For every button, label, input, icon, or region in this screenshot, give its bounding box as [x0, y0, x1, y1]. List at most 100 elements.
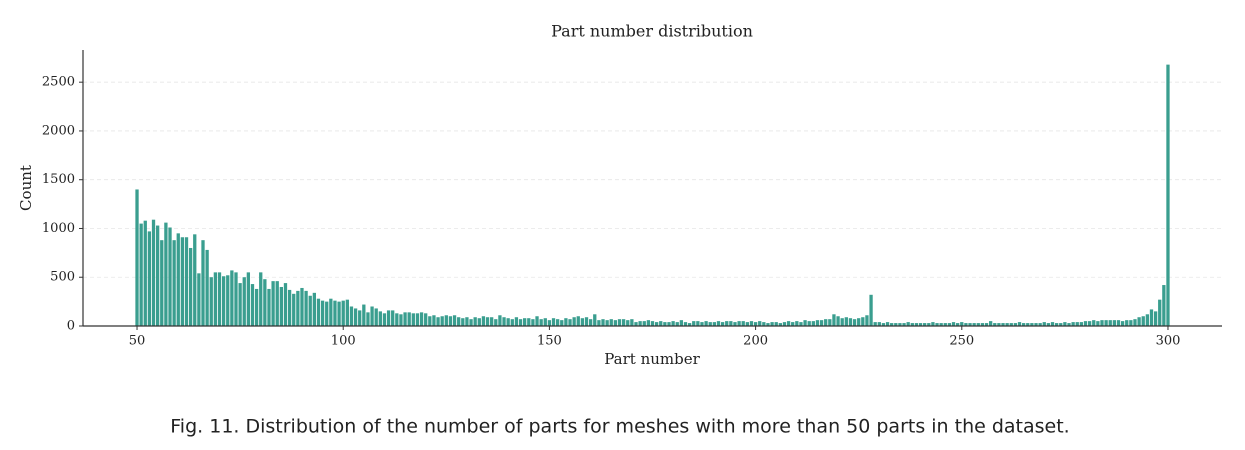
bar — [415, 313, 420, 326]
bar — [758, 321, 762, 326]
bar — [923, 323, 927, 326]
bar — [1009, 323, 1013, 326]
bar — [378, 311, 382, 326]
bar — [370, 306, 374, 326]
bar — [745, 322, 749, 326]
bar — [155, 225, 160, 326]
bar — [246, 272, 251, 326]
bar — [300, 287, 304, 326]
bar — [551, 318, 556, 326]
bar — [1133, 319, 1137, 326]
bar — [242, 277, 246, 326]
bar — [712, 322, 717, 326]
bar — [531, 319, 535, 326]
bar — [386, 310, 391, 326]
bar — [457, 317, 461, 326]
bar — [143, 220, 147, 326]
bar — [510, 319, 514, 326]
bar — [1092, 320, 1096, 326]
bar — [931, 322, 935, 326]
bar — [898, 323, 902, 326]
bar — [135, 189, 139, 326]
bar — [584, 317, 589, 326]
bar — [193, 234, 197, 326]
bar — [848, 318, 853, 326]
bar — [184, 237, 189, 326]
bar — [786, 321, 791, 326]
bar — [518, 319, 523, 326]
bar — [345, 299, 349, 326]
bar — [605, 320, 609, 326]
bar — [527, 318, 531, 326]
bar — [630, 319, 634, 326]
bar — [358, 310, 362, 326]
bar — [720, 322, 725, 326]
bar — [1141, 316, 1145, 326]
bar — [642, 321, 646, 326]
bar — [1120, 321, 1125, 326]
bar — [382, 313, 387, 326]
bar — [687, 323, 692, 326]
bar — [877, 322, 881, 326]
x-tick-label: 100 — [331, 334, 356, 349]
x-tick-label: 50 — [129, 334, 146, 349]
bar — [494, 319, 498, 326]
bar — [663, 322, 667, 326]
bar — [918, 323, 923, 326]
bar — [374, 308, 378, 326]
bar — [304, 290, 308, 326]
bar — [654, 322, 659, 326]
bar — [568, 319, 572, 326]
bar — [1050, 322, 1055, 326]
bar — [729, 321, 733, 326]
y-tick-label: 2000 — [42, 123, 75, 138]
bar — [947, 323, 952, 326]
bar — [160, 240, 164, 326]
bar — [588, 319, 593, 326]
bar — [366, 312, 370, 326]
bar — [869, 294, 873, 326]
bar — [1162, 285, 1166, 326]
bar — [424, 313, 428, 326]
bar — [209, 277, 213, 326]
bar — [147, 231, 152, 326]
bar — [469, 319, 473, 326]
bar — [939, 323, 943, 326]
bar — [1112, 320, 1117, 326]
bar — [502, 317, 506, 326]
bar — [168, 227, 172, 326]
x-tick-label: 300 — [1156, 334, 1181, 349]
bar — [671, 321, 675, 326]
bar — [267, 288, 271, 326]
bar — [560, 320, 564, 326]
bar — [951, 322, 956, 326]
bar — [428, 316, 432, 326]
bar — [1063, 322, 1067, 326]
bar — [683, 322, 688, 326]
bar — [259, 272, 263, 326]
bar — [753, 322, 758, 326]
bar — [832, 314, 836, 326]
bar — [782, 322, 787, 326]
bar — [506, 318, 510, 326]
x-tick-label: 250 — [949, 334, 974, 349]
bar — [353, 308, 358, 326]
bar — [1145, 314, 1150, 326]
bar — [436, 317, 440, 326]
bar — [621, 319, 626, 326]
bar — [535, 316, 539, 326]
bar — [716, 321, 721, 326]
bar — [795, 321, 799, 326]
bar — [395, 313, 399, 326]
bar — [704, 321, 708, 326]
bar — [861, 317, 865, 326]
x-tick-label: 150 — [537, 334, 562, 349]
bar — [593, 314, 597, 326]
bar — [308, 295, 312, 326]
bar — [316, 298, 321, 326]
bar — [980, 323, 985, 326]
bar — [1075, 322, 1079, 326]
bar — [1046, 323, 1051, 326]
bar — [250, 284, 255, 326]
